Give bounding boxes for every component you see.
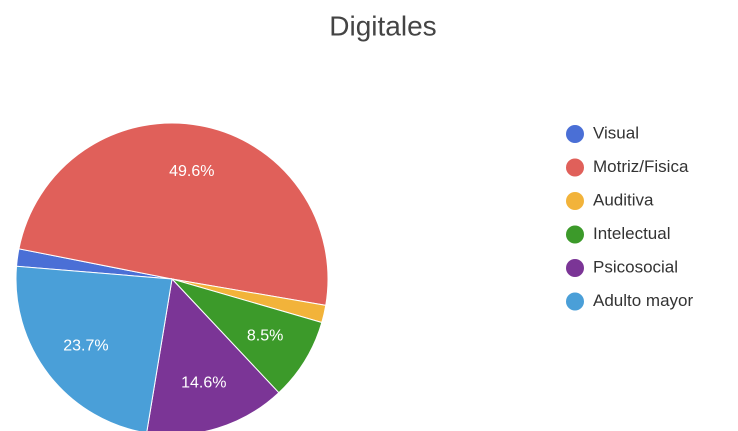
legend-marker: [566, 225, 584, 244]
slice-label: 14.6%: [181, 375, 226, 392]
legend-label: Psicosocial: [593, 257, 678, 276]
legend-marker: [566, 125, 584, 143]
legend-label: Motriz/Fisica: [593, 157, 689, 176]
chart-title: Digitales: [329, 10, 436, 41]
legend-label: Adulto mayor: [593, 291, 693, 310]
legend-marker: [566, 259, 584, 277]
legend-label: Intelectual: [593, 224, 671, 243]
pie-slice: [15, 265, 173, 431]
legend-marker: [566, 158, 584, 177]
legend-label: Visual: [593, 123, 639, 142]
legend-marker: [566, 192, 584, 210]
slice-label: 49.6%: [169, 163, 214, 180]
pie-slice: [18, 122, 329, 306]
pie-slice: [170, 278, 323, 394]
legend-label: Auditiva: [593, 190, 654, 209]
legend-marker: [566, 292, 584, 311]
pie-slice: [146, 277, 280, 431]
slice-label: 23.7%: [63, 337, 108, 354]
slice-label: 8.5%: [247, 327, 283, 344]
